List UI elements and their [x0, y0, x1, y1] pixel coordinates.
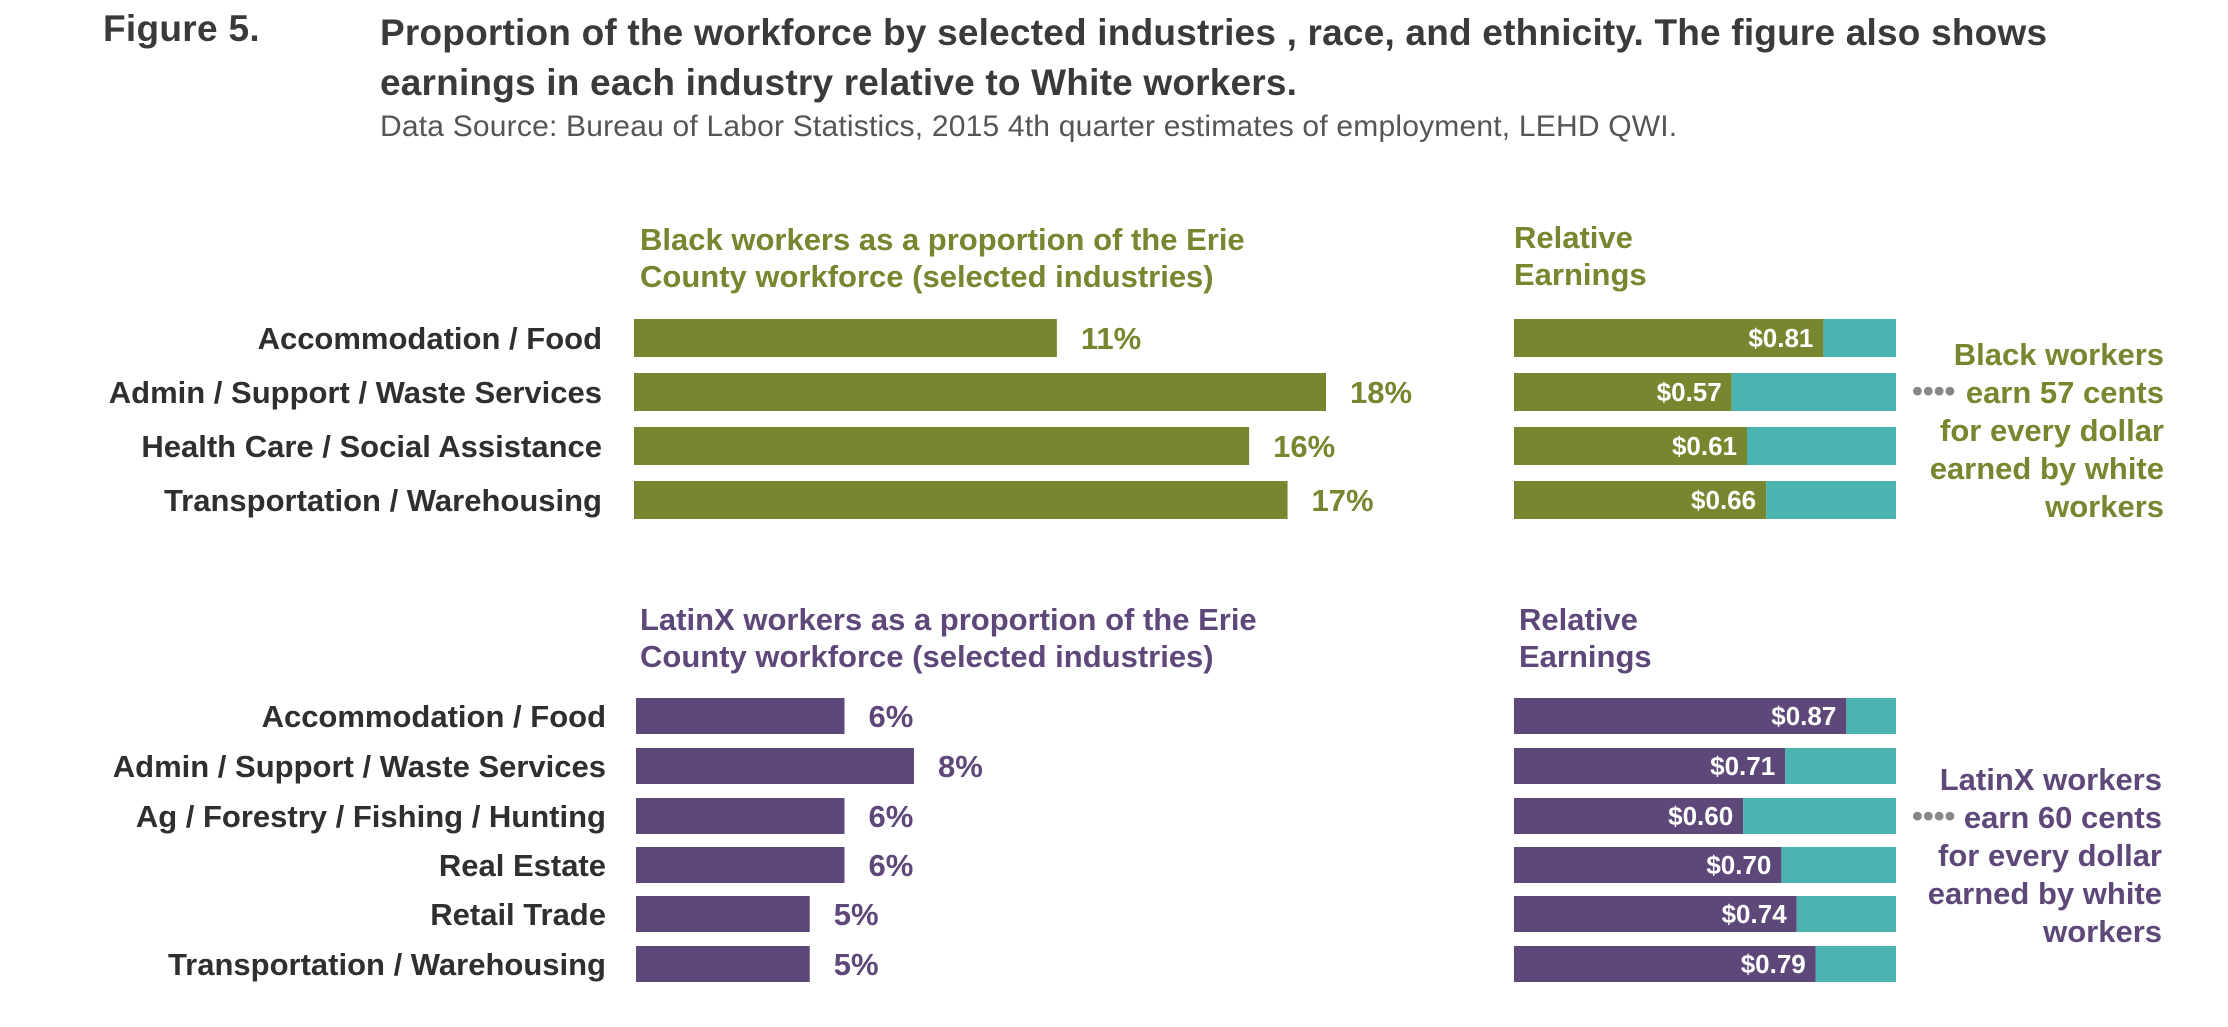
figure-title: Proportion of the workforce by selected … [380, 12, 2048, 103]
earnings-value-label: $0.74 [1722, 899, 1788, 929]
proportion-bar [634, 427, 1250, 465]
annotation-line: for every dollar [1938, 838, 2162, 873]
earnings-remainder-bar [1796, 896, 1896, 932]
figure-label: Figure 5. [103, 8, 260, 49]
annotation-line: for every dollar [1940, 413, 2164, 448]
earnings-remainder-bar [1823, 319, 1896, 357]
annotation-line: workers [2044, 489, 2164, 524]
relative-earnings-bar [1514, 698, 1847, 734]
category-label: Admin / Support / Waste Services [113, 749, 606, 784]
earnings-value-label: $0.60 [1668, 801, 1733, 831]
earnings-value-label: $0.66 [1691, 485, 1756, 515]
annotation-line: earned by white [1928, 876, 2162, 911]
earnings-remainder-bar [1781, 847, 1896, 883]
category-label: Ag / Forestry / Fishing / Hunting [136, 799, 606, 834]
percent-label: 6% [869, 699, 914, 734]
earnings-remainder-bar [1815, 946, 1896, 982]
category-label: Transportation / Warehousing [168, 947, 606, 982]
relative-earnings-bar [1514, 748, 1786, 784]
earnings-remainder-bar [1747, 427, 1896, 465]
relative-earnings-bar [1514, 427, 1748, 465]
proportion-bar [636, 798, 845, 834]
earnings-value-label: $0.79 [1741, 949, 1806, 979]
proportion-bar [636, 847, 845, 883]
proportion-bar [636, 896, 810, 932]
panel-title-line: Earnings [1514, 257, 1647, 292]
earnings-value-label: $0.57 [1657, 377, 1722, 407]
data-source: Data Source: Bureau of Labor Statistics,… [380, 110, 1678, 143]
percent-label: 6% [869, 848, 914, 883]
annotation-line: Black workers [1954, 337, 2164, 372]
category-label: Admin / Support / Waste Services [109, 375, 602, 410]
panel-title-line: Earnings [1519, 639, 1652, 674]
proportion-bar [636, 748, 914, 784]
proportion-bar [636, 698, 845, 734]
panel-title-line: LatinX workers as a proportion of the Er… [640, 602, 1257, 637]
annotation-line: workers [2042, 914, 2162, 949]
category-label: Transportation / Warehousing [164, 483, 602, 518]
percent-label: 17% [1312, 483, 1374, 518]
relative-earnings-bar [1514, 481, 1767, 519]
percent-label: 16% [1273, 429, 1335, 464]
proportion-bar [634, 481, 1288, 519]
earnings-remainder-bar [1785, 748, 1896, 784]
annotation-line: earned by white [1930, 451, 2164, 486]
relative-earnings-bar [1514, 896, 1797, 932]
category-label: Retail Trade [430, 897, 606, 932]
panel-title-line: Black workers as a proportion of the Eri… [640, 222, 1245, 257]
earnings-value-label: $0.70 [1706, 850, 1771, 880]
annotation-line: LatinX workers [1940, 762, 2162, 797]
annotation-dots: •••• [1912, 798, 1955, 833]
panel-title-line: County workforce (selected industries) [640, 639, 1214, 674]
earnings-value-label: $0.87 [1771, 701, 1836, 731]
proportion-bar [636, 946, 810, 982]
category-label: Accommodation / Food [258, 321, 602, 356]
earnings-remainder-bar [1846, 698, 1896, 734]
panel-title-line: County workforce (selected industries) [640, 259, 1214, 294]
earnings-remainder-bar [1731, 373, 1896, 411]
proportion-bar [634, 373, 1326, 411]
percent-label: 11% [1081, 321, 1141, 356]
earnings-value-label: $0.71 [1710, 751, 1775, 781]
percent-label: 5% [834, 947, 879, 982]
relative-earnings-bar [1514, 946, 1816, 982]
annotation-line: earn 60 cents [1964, 800, 2162, 835]
percent-label: 6% [869, 799, 914, 834]
earnings-remainder-bar [1743, 798, 1896, 834]
category-label: Accommodation / Food [262, 699, 606, 734]
relative-earnings-bar [1514, 373, 1732, 411]
category-label: Health Care / Social Assistance [141, 429, 602, 464]
relative-earnings-bar [1514, 319, 1824, 357]
annotation-dots: •••• [1912, 373, 1955, 408]
proportion-bar [634, 319, 1057, 357]
annotation-line: earn 57 cents [1966, 375, 2164, 410]
percent-label: 18% [1350, 375, 1412, 410]
earnings-value-label: $0.61 [1672, 431, 1737, 461]
percent-label: 5% [834, 897, 879, 932]
earnings-remainder-bar [1766, 481, 1896, 519]
percent-label: 8% [938, 749, 983, 784]
panel-title-line: Relative [1519, 602, 1638, 637]
category-label: Real Estate [439, 848, 606, 883]
earnings-value-label: $0.81 [1748, 323, 1813, 353]
panel-title-line: Relative [1514, 220, 1633, 255]
relative-earnings-bar [1514, 798, 1744, 834]
relative-earnings-bar [1514, 847, 1782, 883]
